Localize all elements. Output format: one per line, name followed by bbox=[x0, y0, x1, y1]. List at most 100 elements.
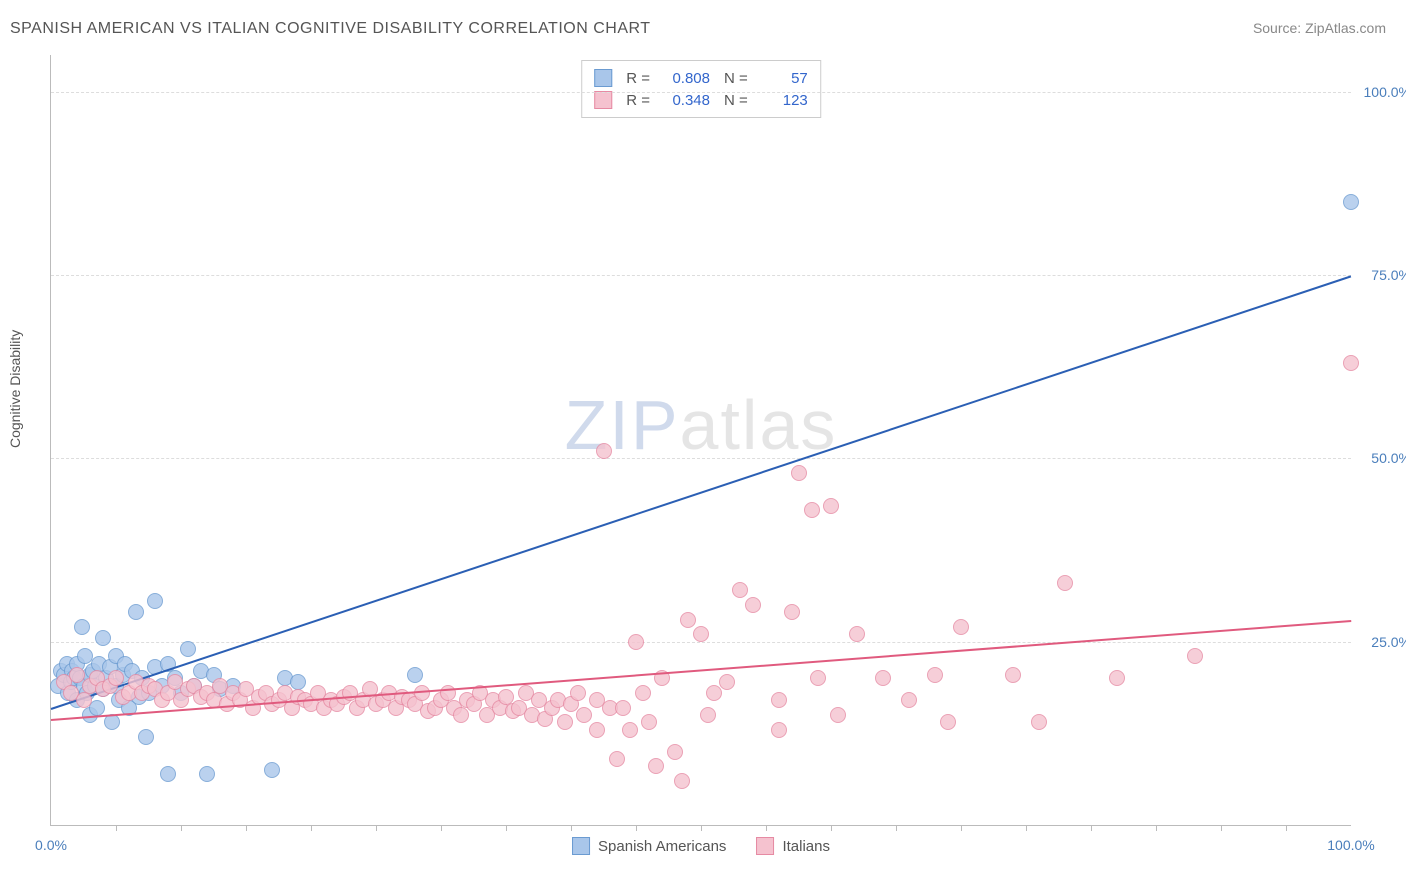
x-minor-tick bbox=[376, 825, 377, 831]
x-minor-tick bbox=[1286, 825, 1287, 831]
chart-plot-area: ZIPatlas R = 0.808 N = 57 R = 0.348 N = … bbox=[50, 55, 1351, 826]
swatch-italian bbox=[756, 837, 774, 855]
n-label: N = bbox=[724, 92, 748, 109]
data-point bbox=[453, 707, 469, 723]
data-point bbox=[901, 692, 917, 708]
data-point bbox=[823, 498, 839, 514]
watermark-zip: ZIP bbox=[565, 386, 680, 464]
data-point bbox=[407, 667, 423, 683]
r-label: R = bbox=[626, 92, 650, 109]
data-point bbox=[290, 674, 306, 690]
data-point bbox=[557, 714, 573, 730]
data-point bbox=[719, 674, 735, 690]
legend-row-spanish: R = 0.808 N = 57 bbox=[594, 67, 808, 89]
n-label: N = bbox=[724, 70, 748, 87]
x-minor-tick bbox=[1156, 825, 1157, 831]
x-minor-tick bbox=[311, 825, 312, 831]
data-point bbox=[641, 714, 657, 730]
data-point bbox=[596, 443, 612, 459]
data-point bbox=[160, 766, 176, 782]
data-point bbox=[1343, 194, 1359, 210]
x-minor-tick bbox=[701, 825, 702, 831]
data-point bbox=[199, 766, 215, 782]
data-point bbox=[706, 685, 722, 701]
gridline bbox=[51, 275, 1351, 276]
data-point bbox=[940, 714, 956, 730]
data-point bbox=[875, 670, 891, 686]
data-point bbox=[791, 465, 807, 481]
data-point bbox=[745, 597, 761, 613]
gridline bbox=[51, 92, 1351, 93]
legend-label-spanish: Spanish Americans bbox=[598, 838, 726, 855]
y-tick-label: 25.0% bbox=[1371, 634, 1406, 650]
data-point bbox=[732, 582, 748, 598]
x-minor-tick bbox=[636, 825, 637, 831]
data-point bbox=[128, 604, 144, 620]
data-point bbox=[138, 729, 154, 745]
legend-item-italian: Italians bbox=[756, 837, 830, 855]
swatch-spanish bbox=[572, 837, 590, 855]
data-point bbox=[674, 773, 690, 789]
x-minor-tick bbox=[116, 825, 117, 831]
data-point bbox=[1343, 355, 1359, 371]
x-minor-tick bbox=[571, 825, 572, 831]
data-point bbox=[576, 707, 592, 723]
x-minor-tick bbox=[441, 825, 442, 831]
data-point bbox=[1031, 714, 1047, 730]
swatch-spanish bbox=[594, 69, 612, 87]
data-point bbox=[264, 762, 280, 778]
legend-label-italian: Italians bbox=[782, 838, 830, 855]
data-point bbox=[147, 593, 163, 609]
legend-item-spanish: Spanish Americans bbox=[572, 837, 726, 855]
y-axis-title: Cognitive Disability bbox=[7, 330, 23, 448]
data-point bbox=[570, 685, 586, 701]
data-point bbox=[95, 630, 111, 646]
x-minor-tick bbox=[1026, 825, 1027, 831]
data-point bbox=[849, 626, 865, 642]
source-attribution: Source: ZipAtlas.com bbox=[1253, 20, 1386, 36]
data-point bbox=[927, 667, 943, 683]
data-point bbox=[667, 744, 683, 760]
data-point bbox=[693, 626, 709, 642]
x-minor-tick bbox=[961, 825, 962, 831]
y-tick-label: 100.0% bbox=[1364, 84, 1406, 100]
data-point bbox=[804, 502, 820, 518]
r-value-spanish: 0.808 bbox=[660, 70, 710, 87]
data-point bbox=[784, 604, 800, 620]
x-minor-tick bbox=[896, 825, 897, 831]
data-point bbox=[76, 692, 92, 708]
gridline bbox=[51, 458, 1351, 459]
x-minor-tick bbox=[831, 825, 832, 831]
data-point bbox=[771, 722, 787, 738]
watermark-atlas: atlas bbox=[680, 386, 838, 464]
x-minor-tick bbox=[1221, 825, 1222, 831]
data-point bbox=[953, 619, 969, 635]
data-point bbox=[622, 722, 638, 738]
data-point bbox=[648, 758, 664, 774]
data-point bbox=[680, 612, 696, 628]
x-tick-label: 0.0% bbox=[35, 837, 67, 853]
x-minor-tick bbox=[246, 825, 247, 831]
data-point bbox=[1005, 667, 1021, 683]
data-point bbox=[1187, 648, 1203, 664]
y-tick-label: 75.0% bbox=[1371, 267, 1406, 283]
r-value-italian: 0.348 bbox=[660, 92, 710, 109]
x-minor-tick bbox=[1091, 825, 1092, 831]
data-point bbox=[1109, 670, 1125, 686]
data-point bbox=[830, 707, 846, 723]
swatch-italian bbox=[594, 91, 612, 109]
data-point bbox=[615, 700, 631, 716]
legend-series: Spanish Americans Italians bbox=[572, 837, 830, 855]
x-minor-tick bbox=[506, 825, 507, 831]
data-point bbox=[628, 634, 644, 650]
r-label: R = bbox=[626, 70, 650, 87]
data-point bbox=[771, 692, 787, 708]
chart-title: SPANISH AMERICAN VS ITALIAN COGNITIVE DI… bbox=[10, 20, 651, 38]
data-point bbox=[74, 619, 90, 635]
x-minor-tick bbox=[766, 825, 767, 831]
data-point bbox=[635, 685, 651, 701]
n-value-spanish: 57 bbox=[758, 70, 808, 87]
data-point bbox=[1057, 575, 1073, 591]
trend-line bbox=[51, 275, 1352, 710]
data-point bbox=[589, 722, 605, 738]
